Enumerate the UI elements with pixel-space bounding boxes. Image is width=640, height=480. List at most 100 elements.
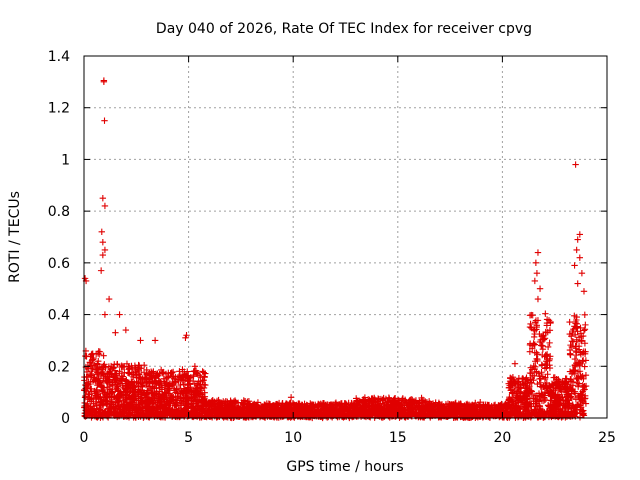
data-point	[83, 406, 91, 414]
data-point	[98, 383, 105, 391]
data-point	[88, 372, 95, 380]
data-point	[184, 401, 191, 408]
data-point	[332, 409, 340, 416]
data-point	[89, 411, 96, 418]
data-point	[183, 405, 191, 412]
data-point	[112, 402, 119, 410]
data-point	[530, 362, 537, 370]
data-point	[241, 405, 248, 412]
data-point	[116, 380, 124, 387]
data-point	[534, 317, 542, 324]
data-point	[266, 401, 274, 408]
data-point	[132, 407, 140, 414]
data-point	[86, 391, 93, 398]
data-point	[557, 405, 564, 413]
data-point-highlight	[191, 363, 199, 370]
data-point	[352, 395, 360, 402]
data-point	[285, 407, 292, 415]
data-point	[567, 351, 574, 359]
data-point	[169, 381, 177, 388]
data-point	[88, 350, 96, 358]
y-tick-label: 1	[61, 152, 70, 168]
data-point	[187, 404, 195, 411]
data-point	[157, 378, 164, 386]
data-point	[97, 402, 104, 409]
data-point	[577, 324, 584, 332]
data-point	[153, 371, 160, 379]
data-point	[399, 411, 407, 419]
data-point	[354, 404, 361, 411]
data-point	[166, 394, 174, 401]
data-point	[472, 410, 479, 417]
data-point	[130, 396, 138, 404]
data-point	[123, 360, 131, 367]
data-point	[286, 400, 293, 407]
data-point	[178, 400, 185, 407]
data-point	[539, 373, 547, 380]
data-point	[573, 359, 580, 367]
data-point	[534, 357, 541, 365]
data-point	[544, 371, 551, 378]
data-point	[361, 407, 368, 414]
data-point	[123, 378, 130, 385]
data-point	[452, 402, 459, 409]
data-point	[160, 396, 167, 403]
data-point	[386, 397, 394, 404]
data-point	[126, 364, 133, 372]
data-point	[135, 367, 142, 375]
x-tick-label: 15	[389, 430, 407, 446]
y-tick-label: 1.4	[48, 49, 70, 65]
data-point	[191, 389, 198, 396]
data-point	[499, 404, 506, 412]
data-point	[95, 348, 102, 355]
data-point	[541, 365, 549, 372]
data-point-highlight	[576, 254, 584, 261]
data-point	[166, 383, 173, 390]
data-point	[530, 333, 538, 341]
data-point	[251, 408, 258, 415]
data-point	[547, 391, 554, 399]
data-point	[405, 398, 413, 406]
data-point	[505, 397, 513, 404]
data-point	[114, 410, 122, 417]
data-point	[526, 369, 534, 377]
data-point	[399, 395, 407, 402]
data-point	[526, 389, 534, 396]
data-point	[113, 375, 120, 382]
data-point	[401, 406, 409, 413]
data-point	[215, 406, 223, 413]
data-point	[571, 323, 578, 330]
data-point	[577, 404, 585, 411]
data-point	[524, 399, 531, 406]
data-point	[199, 368, 206, 375]
data-point	[355, 410, 363, 418]
data-point	[147, 385, 155, 393]
data-point	[148, 373, 155, 381]
data-point	[550, 386, 557, 394]
data-point-highlight	[97, 267, 105, 274]
data-point	[124, 369, 132, 377]
data-point	[221, 409, 228, 417]
data-point	[556, 397, 564, 404]
data-point	[509, 398, 516, 405]
data-point	[580, 327, 588, 334]
data-point	[539, 336, 546, 343]
data-point	[576, 414, 584, 421]
data-point	[542, 310, 549, 317]
data-point	[206, 401, 213, 409]
x-tick-label: 10	[284, 430, 302, 446]
data-point	[566, 400, 573, 407]
data-point	[165, 369, 172, 377]
data-point	[106, 378, 113, 385]
data-point	[513, 392, 521, 399]
data-point	[319, 403, 327, 410]
data-point	[292, 403, 299, 410]
data-point	[572, 396, 580, 403]
data-point	[368, 407, 375, 415]
data-point	[581, 311, 588, 319]
data-point	[158, 386, 166, 393]
data-point	[155, 381, 163, 389]
data-point-highlight	[122, 326, 130, 334]
data-point	[82, 413, 89, 420]
